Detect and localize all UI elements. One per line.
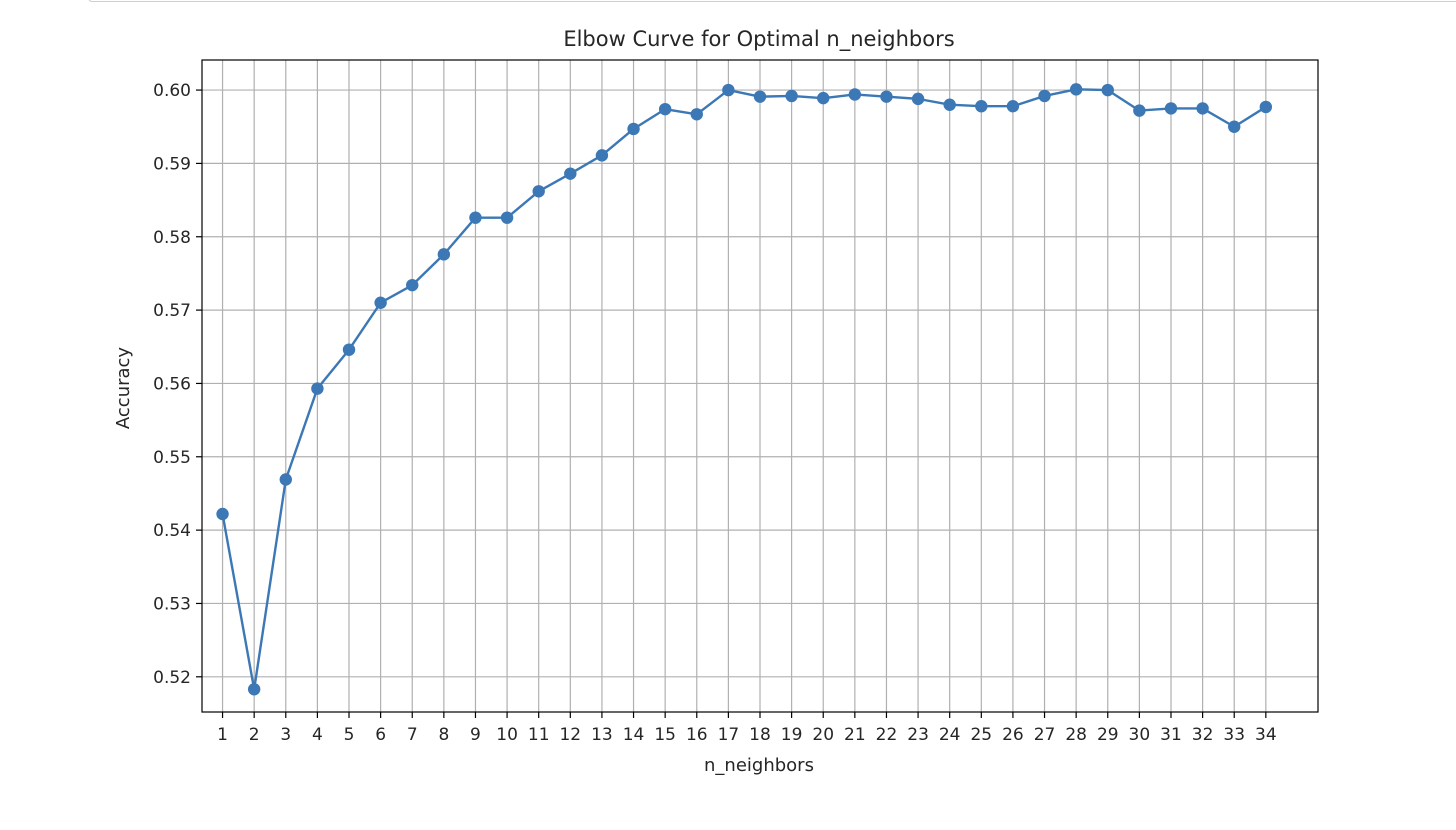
data-point [1164, 102, 1178, 115]
data-point [911, 92, 925, 106]
x-tick-label: 21 [844, 725, 866, 745]
x-tick-label: 27 [1034, 725, 1056, 745]
data-point [532, 185, 545, 198]
x-tick-label: 14 [623, 725, 645, 745]
data-point [311, 382, 324, 395]
series-layer [216, 83, 1273, 696]
x-tick-label: 11 [528, 725, 550, 745]
y-axis-title: Accuracy [113, 347, 134, 430]
tick-marks-and-labels: 1 2 3 4 5 6 7 8 9 10 11 12 13 14 15 16 17 18 19 20 21 22 23 24 2… [153, 81, 1277, 745]
x-tick-label: 19 [781, 725, 803, 745]
data-point [564, 167, 577, 180]
y-tick-label: 0.57 [153, 301, 191, 321]
data-point [785, 89, 798, 103]
data-point [406, 278, 419, 292]
series-line [221, 88, 1267, 691]
data-point [690, 108, 703, 121]
data-point [595, 149, 609, 162]
y-tick-label: 0.56 [153, 374, 191, 394]
data-point [1133, 104, 1146, 117]
x-tick-label: 24 [939, 725, 961, 745]
notebook-cell-edge [88, 0, 1456, 2]
x-tick-label: 33 [1223, 725, 1245, 745]
data-point [848, 88, 862, 101]
x-tick-label: 13 [591, 725, 613, 745]
y-tick-label: 0.59 [153, 154, 191, 174]
x-tick-label: 20 [812, 725, 834, 745]
x-tick-label: 6 [375, 725, 386, 745]
y-tick-label: 0.53 [153, 594, 191, 614]
data-point [627, 122, 640, 136]
x-tick-label: 29 [1097, 725, 1119, 745]
x-tick-label: 5 [344, 725, 355, 745]
x-tick-label: 12 [559, 725, 581, 745]
data-point [437, 248, 451, 261]
data-point [469, 211, 482, 224]
x-tick-label: 7 [407, 725, 418, 745]
data-point [1259, 100, 1273, 114]
data-point [753, 90, 767, 103]
x-tick-label: 30 [1129, 725, 1151, 745]
x-tick-label: 4 [312, 725, 323, 745]
x-tick-label: 26 [1002, 725, 1024, 745]
x-tick-label: 2 [249, 725, 260, 745]
x-tick-label: 17 [718, 725, 740, 745]
x-tick-label: 16 [686, 725, 708, 745]
y-tick-label: 0.55 [153, 448, 191, 468]
x-axis-title: n_neighbors [704, 755, 814, 776]
x-tick-label: 9 [470, 725, 481, 745]
data-point [342, 343, 356, 356]
y-tick-label: 0.52 [153, 668, 191, 688]
x-tick-label: 25 [970, 725, 992, 745]
data-point [279, 473, 292, 486]
chart-title: Elbow Curve for Optimal n_neighbors [563, 27, 954, 52]
grid-lines [202, 60, 1318, 712]
x-tick-label: 8 [438, 725, 449, 745]
data-point [943, 98, 956, 111]
x-tick-label: 10 [496, 725, 518, 745]
data-point [817, 91, 830, 105]
data-point [1006, 100, 1020, 113]
x-tick-label: 15 [654, 725, 676, 745]
data-point [1196, 102, 1209, 115]
data-point [1101, 83, 1114, 97]
data-point [500, 211, 514, 224]
y-tick-label: 0.54 [153, 521, 191, 541]
x-tick-label: 1 [217, 725, 228, 745]
x-tick-label: 22 [876, 725, 898, 745]
data-point [658, 102, 672, 116]
data-point [1038, 89, 1051, 103]
x-tick-label: 31 [1160, 725, 1182, 745]
data-point [216, 507, 229, 521]
x-tick-label: 23 [907, 725, 929, 745]
x-tick-label: 34 [1255, 725, 1277, 745]
x-tick-label: 3 [280, 725, 291, 745]
data-point [374, 296, 387, 309]
data-point [1228, 120, 1241, 133]
data-point [975, 100, 988, 113]
x-tick-label: 32 [1192, 725, 1214, 745]
data-point [1069, 83, 1083, 96]
y-tick-label: 0.58 [153, 228, 191, 248]
x-tick-label: 18 [749, 725, 771, 745]
data-point [880, 90, 893, 103]
data-point [247, 683, 261, 696]
x-tick-label: 28 [1065, 725, 1087, 745]
data-point [722, 83, 735, 97]
y-tick-label: 0.60 [153, 81, 191, 101]
